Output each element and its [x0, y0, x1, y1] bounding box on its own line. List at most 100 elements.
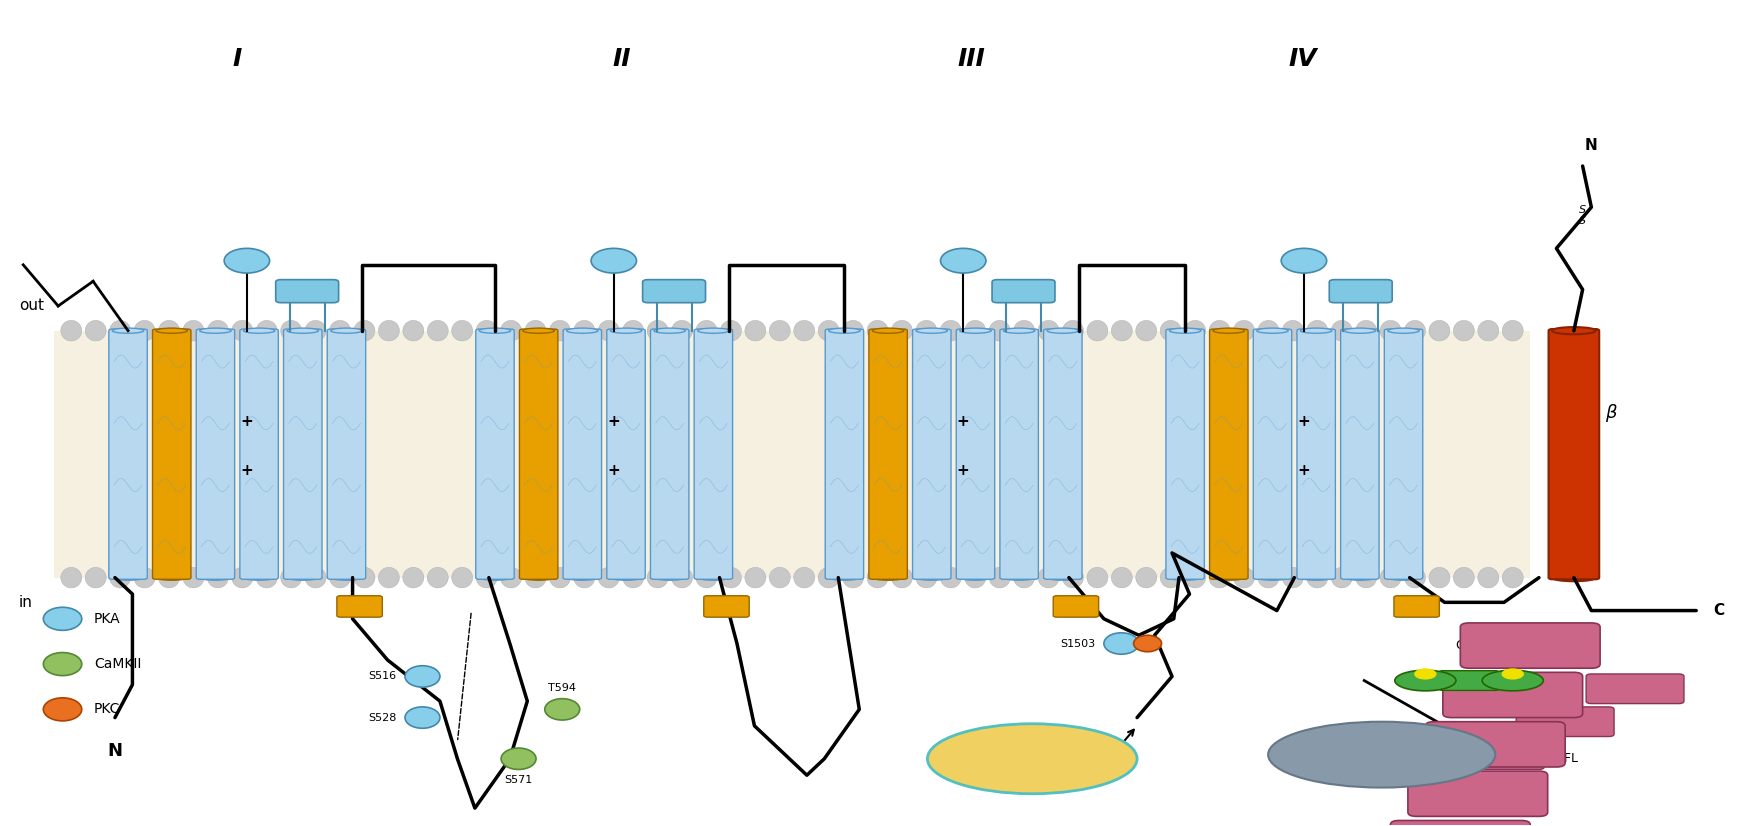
Ellipse shape	[940, 320, 961, 341]
Ellipse shape	[255, 567, 276, 588]
FancyBboxPatch shape	[1442, 672, 1582, 718]
Text: N: N	[1586, 138, 1598, 153]
Ellipse shape	[696, 567, 717, 588]
FancyBboxPatch shape	[240, 329, 278, 579]
Ellipse shape	[476, 320, 497, 341]
Ellipse shape	[1332, 320, 1353, 341]
Ellipse shape	[404, 707, 439, 729]
Ellipse shape	[331, 328, 362, 333]
Ellipse shape	[842, 567, 863, 588]
Ellipse shape	[698, 575, 730, 580]
Ellipse shape	[1111, 567, 1132, 588]
Ellipse shape	[110, 567, 131, 588]
Ellipse shape	[1258, 567, 1279, 588]
FancyBboxPatch shape	[327, 329, 366, 579]
Ellipse shape	[544, 699, 579, 720]
FancyBboxPatch shape	[870, 329, 906, 579]
Ellipse shape	[208, 320, 228, 341]
Text: S1503: S1503	[1060, 638, 1096, 648]
Ellipse shape	[1038, 567, 1059, 588]
FancyBboxPatch shape	[284, 329, 322, 579]
Ellipse shape	[830, 328, 861, 333]
Ellipse shape	[404, 666, 439, 687]
Ellipse shape	[200, 575, 231, 580]
Ellipse shape	[1430, 567, 1451, 588]
Ellipse shape	[1388, 575, 1419, 580]
FancyBboxPatch shape	[956, 329, 994, 579]
Ellipse shape	[842, 320, 863, 341]
Ellipse shape	[1256, 575, 1288, 580]
Ellipse shape	[1552, 327, 1596, 335]
Ellipse shape	[1087, 567, 1108, 588]
Ellipse shape	[1344, 575, 1376, 580]
Ellipse shape	[1213, 328, 1244, 333]
Ellipse shape	[1307, 567, 1328, 588]
Ellipse shape	[354, 567, 374, 588]
Ellipse shape	[287, 328, 318, 333]
Ellipse shape	[873, 575, 903, 580]
Ellipse shape	[611, 575, 642, 580]
Ellipse shape	[1209, 567, 1230, 588]
FancyBboxPatch shape	[1384, 329, 1423, 579]
Ellipse shape	[1300, 575, 1332, 580]
Text: β: β	[1605, 404, 1617, 422]
Text: III: III	[957, 47, 985, 71]
Ellipse shape	[61, 320, 82, 341]
Ellipse shape	[402, 320, 424, 341]
FancyBboxPatch shape	[1586, 674, 1684, 704]
Ellipse shape	[964, 320, 985, 341]
FancyBboxPatch shape	[1516, 707, 1614, 737]
FancyBboxPatch shape	[276, 280, 338, 302]
Ellipse shape	[1454, 320, 1474, 341]
Ellipse shape	[231, 320, 252, 341]
Ellipse shape	[1552, 574, 1596, 582]
Ellipse shape	[1003, 575, 1034, 580]
Text: +: +	[957, 463, 970, 478]
Ellipse shape	[378, 567, 399, 588]
FancyBboxPatch shape	[1330, 280, 1393, 302]
FancyBboxPatch shape	[564, 329, 602, 579]
FancyBboxPatch shape	[152, 329, 191, 579]
Ellipse shape	[331, 575, 362, 580]
FancyBboxPatch shape	[1395, 596, 1438, 617]
Ellipse shape	[721, 567, 742, 588]
Ellipse shape	[567, 328, 598, 333]
Ellipse shape	[231, 567, 252, 588]
Ellipse shape	[672, 320, 693, 341]
Ellipse shape	[940, 567, 961, 588]
Ellipse shape	[224, 249, 270, 273]
Ellipse shape	[1430, 320, 1451, 341]
Ellipse shape	[873, 328, 903, 333]
Ellipse shape	[770, 320, 791, 341]
FancyBboxPatch shape	[1166, 329, 1204, 579]
Ellipse shape	[721, 320, 742, 341]
Ellipse shape	[940, 249, 985, 273]
Ellipse shape	[500, 320, 522, 341]
Ellipse shape	[1405, 567, 1426, 588]
Text: II: II	[612, 47, 632, 71]
Ellipse shape	[280, 567, 301, 588]
Ellipse shape	[1234, 567, 1255, 588]
Ellipse shape	[1209, 320, 1230, 341]
Ellipse shape	[523, 575, 555, 580]
Ellipse shape	[1213, 575, 1244, 580]
Ellipse shape	[928, 724, 1138, 794]
Ellipse shape	[500, 567, 522, 588]
Ellipse shape	[427, 320, 448, 341]
Ellipse shape	[1136, 567, 1157, 588]
Ellipse shape	[550, 567, 570, 588]
Ellipse shape	[86, 567, 107, 588]
Text: VIS: VIS	[1076, 758, 1094, 768]
FancyBboxPatch shape	[826, 329, 864, 579]
Ellipse shape	[989, 567, 1010, 588]
FancyBboxPatch shape	[695, 329, 733, 579]
FancyBboxPatch shape	[1340, 329, 1379, 579]
Ellipse shape	[866, 567, 887, 588]
Ellipse shape	[304, 320, 326, 341]
Ellipse shape	[866, 320, 887, 341]
Ellipse shape	[623, 320, 644, 341]
Ellipse shape	[354, 320, 374, 341]
FancyBboxPatch shape	[520, 329, 558, 579]
Ellipse shape	[1013, 567, 1034, 588]
Ellipse shape	[696, 320, 717, 341]
